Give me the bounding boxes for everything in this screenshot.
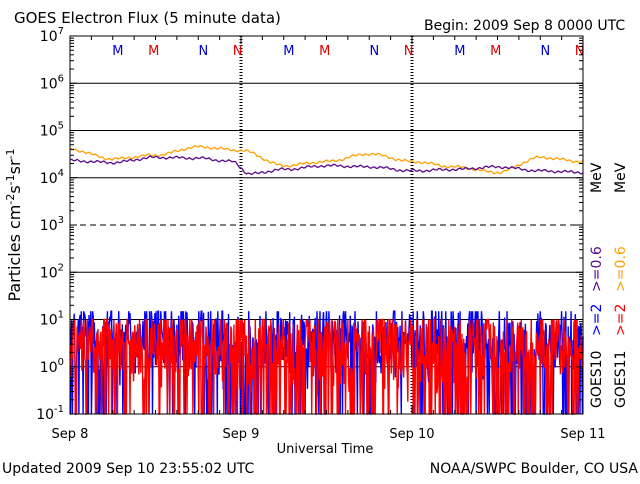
legend-goes11-high: >=2 <box>613 304 629 336</box>
data-series <box>69 144 584 415</box>
marker-M: M <box>283 44 294 59</box>
x-axis-label: Universal Time <box>277 442 374 457</box>
y-tick-label: 107 <box>40 26 64 45</box>
y-tick-label: 101 <box>40 310 64 329</box>
updated-label: Updated 2009 Sep 10 23:55:02 UTC <box>2 461 255 477</box>
marker-N: N <box>575 44 585 59</box>
legend-goes11-low: >=0.6 <box>613 246 629 292</box>
marker-M: M <box>490 44 501 59</box>
legend-goes10-high: >=2 <box>589 304 605 336</box>
x-tick-label: Sep 8 <box>52 427 89 442</box>
legend-goes10: GOES10 <box>589 351 605 408</box>
x-tick-label: Sep 10 <box>389 427 434 442</box>
legend-unit-goes11: MeV <box>613 162 629 193</box>
x-tick-label: Sep 11 <box>560 427 605 442</box>
y-tick-label: 103 <box>40 215 64 234</box>
y-axis-label: Particles cm-2s-1sr-1 <box>4 148 24 301</box>
y-tick-label: 100 <box>40 357 64 376</box>
y-tick-label: 105 <box>40 121 64 140</box>
marker-N: N <box>199 44 209 59</box>
y-tick-label: 10-1 <box>36 404 64 423</box>
marker-M: M <box>148 44 159 59</box>
marker-M: M <box>112 44 123 59</box>
marker-N: N <box>233 44 243 59</box>
legend-goes10-low: >=0.6 <box>589 246 605 292</box>
source-label: NOAA/SWPC Boulder, CO USA <box>430 461 639 477</box>
marker-N: N <box>370 44 380 59</box>
y-tick-label: 104 <box>40 168 64 187</box>
series-goes10-06mev <box>69 155 584 176</box>
y-tick-label: 106 <box>40 73 64 92</box>
legend-goes11: GOES11 <box>613 351 629 408</box>
marker-M: M <box>454 44 465 59</box>
x-tick-labels: Sep 8 Sep 9 Sep 10 Sep 11 <box>52 36 606 442</box>
y-tick-label: 102 <box>40 262 64 281</box>
chart-title: GOES Electron Flux (5 minute data) <box>14 9 281 27</box>
marker-N: N <box>541 44 551 59</box>
series-goes11-2mev <box>69 318 584 415</box>
legend-unit-goes10: MeV <box>589 162 605 193</box>
legend: GOES10 GOES11 >=2 >=2 >=0.6 >=0.6 MeV Me… <box>589 162 629 408</box>
x-tick-label: Sep 9 <box>223 427 260 442</box>
series-goes11-06mev <box>69 144 584 175</box>
marker-M: M <box>319 44 330 59</box>
marker-N: N <box>404 44 414 59</box>
begin-label: Begin: 2009 Sep 8 0000 UTC <box>424 18 625 34</box>
